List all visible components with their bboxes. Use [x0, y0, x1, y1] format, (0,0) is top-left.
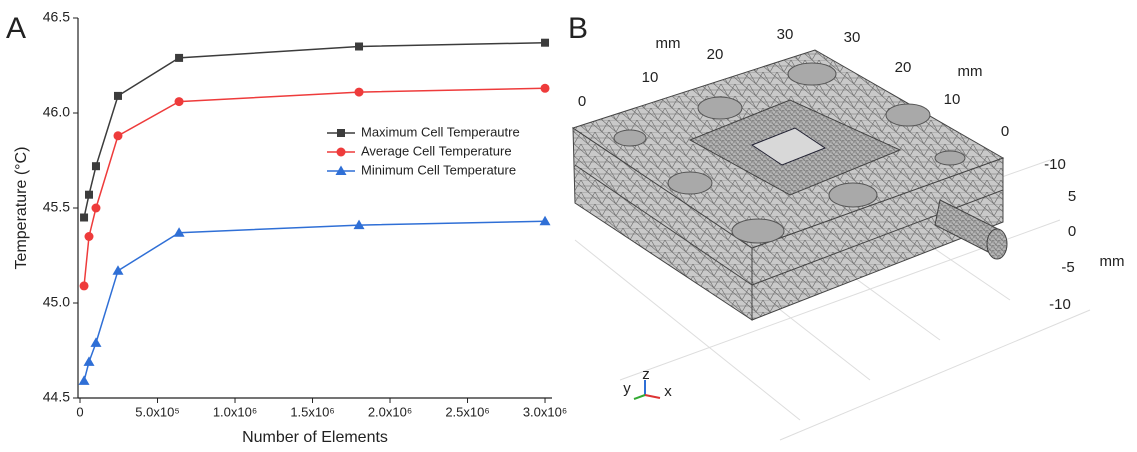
mesh-axis-label: mm	[1100, 253, 1125, 270]
y-tick-label: 45.5	[43, 199, 70, 215]
data-point	[90, 337, 101, 347]
mesh-axis-label: mm	[656, 35, 681, 52]
data-point	[80, 214, 88, 222]
mesh-axis-label: 10	[642, 69, 659, 86]
legend-label: Maximum Cell Temperautre	[361, 124, 520, 139]
legend-label: Average Cell Temperature	[361, 143, 512, 158]
mesh-axis-label: 5	[1068, 188, 1076, 205]
mesh-axis-label: -10	[1044, 156, 1066, 173]
data-point	[91, 204, 100, 213]
legend-marker	[337, 129, 345, 137]
data-point	[541, 84, 550, 93]
mesh-axis-label: 0	[1001, 123, 1009, 140]
data-point	[540, 216, 551, 226]
mesh-axis-label: 10	[944, 91, 961, 108]
panel-label: A	[6, 12, 26, 45]
data-point	[85, 191, 93, 199]
mesh-axis-label: -10	[1049, 296, 1071, 313]
x-tick-label: 2.5x10⁶	[445, 404, 489, 419]
x-tick-label: 2.0x10⁶	[368, 404, 412, 419]
data-point	[175, 54, 183, 62]
data-point	[113, 131, 122, 140]
x-tick-label: 0	[76, 404, 83, 419]
data-point	[541, 39, 549, 47]
mesh-axis-label: x	[664, 383, 672, 400]
mesh-axis-label: z	[642, 366, 650, 383]
legend-label: Minimum Cell Temperature	[361, 162, 516, 177]
data-point	[80, 281, 89, 290]
mesh-axis-label: 0	[578, 93, 586, 110]
mesh-axis-label: 0	[1068, 223, 1076, 240]
data-point	[112, 265, 123, 275]
mesh-block	[573, 50, 1007, 320]
panel-label: B	[568, 12, 588, 45]
data-point	[114, 92, 122, 100]
data-point	[355, 88, 364, 97]
mesh-axis-label: mm	[958, 63, 983, 80]
data-point	[175, 97, 184, 106]
y-tick-label: 46.0	[43, 104, 70, 120]
data-point	[355, 43, 363, 51]
x-tick-label: 5.0x10⁵	[135, 404, 179, 419]
mesh-axis-label: -5	[1061, 259, 1074, 276]
x-tick-label: 3.0x10⁶	[523, 404, 567, 419]
data-point	[84, 356, 95, 366]
mesh-axis-label: 30	[777, 26, 794, 43]
series-line	[84, 88, 545, 286]
x-axis-title: Number of Elements	[242, 429, 388, 446]
figure: A 44.5 45.0 45.5 46.0 46.5 0 5.0x10⁵ 1.0x10⁶ 1.5x…	[0, 0, 1137, 452]
data-point	[79, 375, 90, 385]
data-point	[85, 232, 94, 241]
mesh-axis-label: 30	[844, 29, 861, 46]
y-tick-label: 46.5	[43, 9, 70, 25]
x-tick-label: 1.5x10⁶	[290, 404, 334, 419]
series-line	[84, 221, 545, 381]
y-axis-title: Temperature (°C)	[13, 147, 30, 270]
mesh-axis-label: 20	[707, 46, 724, 63]
data-point	[92, 162, 100, 170]
y-tick-label: 45.0	[43, 294, 70, 310]
mesh-axis-label: y	[623, 380, 631, 397]
y-tick-label: 44.5	[43, 389, 70, 405]
x-tick-label: 1.0x10⁶	[213, 404, 257, 419]
legend-marker	[337, 148, 346, 157]
mesh-axis-label: 20	[895, 59, 912, 76]
